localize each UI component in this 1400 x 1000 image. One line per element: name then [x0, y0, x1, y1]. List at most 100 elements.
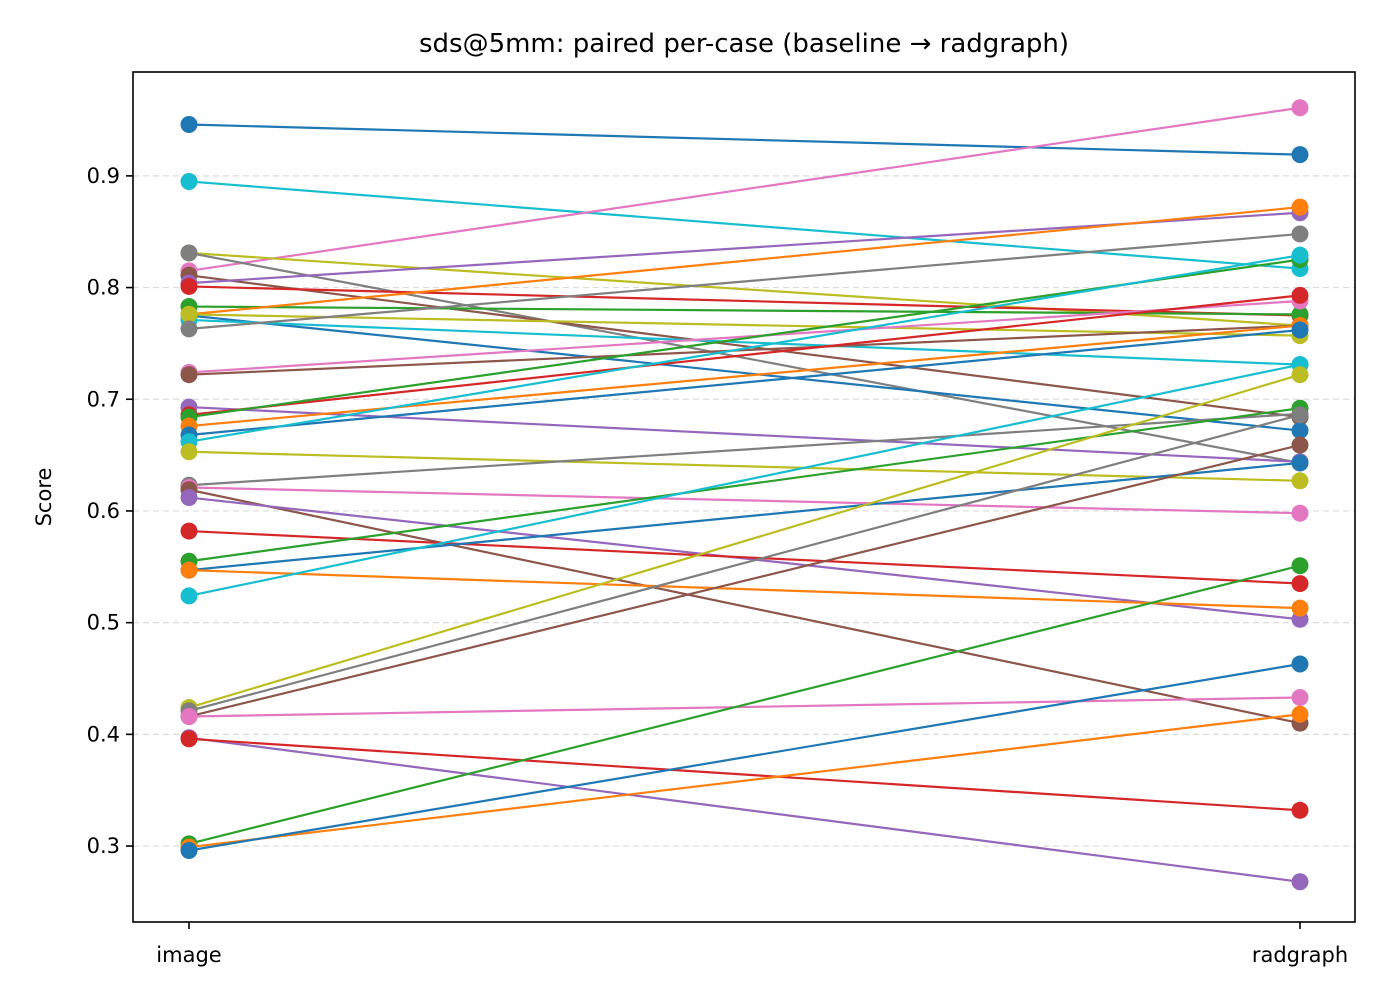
series-point-image	[180, 305, 198, 323]
series-line	[188, 461, 1301, 572]
series-case	[180, 99, 1309, 280]
series-case	[180, 454, 1309, 579]
x-tick-label: image	[156, 943, 221, 967]
series-line	[188, 696, 1301, 718]
series-point-radgraph	[1291, 557, 1309, 575]
series-line	[188, 412, 1301, 487]
series-case	[180, 225, 1309, 338]
series-point-radgraph	[1291, 366, 1309, 384]
series-line	[188, 206, 1301, 316]
series-point-image	[180, 587, 198, 605]
plot-frame	[132, 71, 1356, 923]
series-line	[188, 529, 1301, 585]
series-case	[180, 443, 1309, 490]
series-point-radgraph	[1291, 705, 1309, 723]
series-point-image	[180, 172, 198, 190]
series-point-radgraph	[1291, 225, 1309, 243]
series-line	[188, 254, 1301, 443]
y-tick-label: 0.6	[87, 499, 120, 523]
series-line	[188, 450, 1301, 482]
series-case	[180, 198, 1309, 323]
series-point-radgraph	[1291, 575, 1309, 593]
series-line	[188, 299, 1301, 374]
series-point-image	[180, 320, 198, 338]
series-case	[180, 729, 1309, 891]
series-point-image	[180, 522, 198, 540]
series-point-image	[180, 489, 198, 507]
grid-layer	[133, 175, 1355, 847]
chart-title: sds@5mm: paired per-case (baseline → rad…	[419, 29, 1069, 59]
series-line	[188, 363, 1301, 597]
series-line	[188, 106, 1301, 272]
series-line	[188, 736, 1301, 883]
series-line	[188, 324, 1301, 376]
series-line	[188, 373, 1301, 709]
series-line	[188, 564, 1301, 845]
series-line	[188, 123, 1301, 156]
series-line	[188, 405, 1301, 463]
y-tick-label: 0.8	[87, 276, 120, 300]
series-line	[188, 294, 1301, 416]
series-point-image	[180, 244, 198, 262]
series-point-radgraph	[1291, 472, 1309, 490]
series-line	[188, 251, 1301, 465]
series-case	[180, 730, 1309, 819]
series-point-radgraph	[1291, 801, 1309, 819]
series-line	[188, 232, 1301, 330]
series-line	[188, 324, 1301, 428]
series-line	[188, 496, 1301, 621]
y-axis-label: Score	[32, 468, 56, 527]
series-line	[188, 713, 1301, 849]
series-point-radgraph	[1291, 286, 1309, 304]
series-point-radgraph	[1291, 655, 1309, 673]
series-case	[180, 655, 1309, 860]
series-case	[180, 244, 1309, 335]
y-tick-label: 0.9	[87, 164, 120, 188]
series-line	[188, 486, 1301, 515]
series-case	[180, 561, 1309, 617]
series-layer	[180, 99, 1309, 891]
series-point-radgraph	[1291, 99, 1309, 117]
series-point-radgraph	[1291, 688, 1309, 706]
series-case	[180, 115, 1309, 164]
series-line	[188, 328, 1301, 437]
series-case	[180, 688, 1309, 725]
series-line	[188, 285, 1301, 317]
series-case	[180, 311, 1309, 374]
series-point-radgraph	[1291, 321, 1309, 339]
series-line	[188, 318, 1301, 366]
series-line	[188, 313, 1301, 337]
series-point-image	[180, 115, 198, 133]
series-point-radgraph	[1291, 454, 1309, 472]
series-point-image	[180, 707, 198, 725]
series-point-radgraph	[1291, 599, 1309, 617]
series-line	[188, 314, 1301, 432]
x-tick-label: radgraph	[1252, 943, 1348, 967]
series-point-image	[180, 366, 198, 384]
series-case	[180, 398, 1309, 471]
series-line	[188, 662, 1301, 852]
series-case	[180, 522, 1309, 593]
series-line	[188, 569, 1301, 610]
series-point-image	[180, 443, 198, 461]
series-line	[188, 413, 1301, 712]
series-line	[188, 443, 1301, 718]
series-point-radgraph	[1291, 198, 1309, 216]
series-point-radgraph	[1291, 436, 1309, 454]
series-line	[188, 180, 1301, 270]
series-case	[180, 705, 1309, 856]
series-point-image	[180, 842, 198, 860]
series-point-image	[180, 730, 198, 748]
series-point-radgraph	[1291, 504, 1309, 522]
series-case	[180, 317, 1309, 435]
series-point-radgraph	[1291, 246, 1309, 264]
axis-layer: 0.3 0.4 0.5 0.6 0.7 0.8 0.9 image radgraph	[87, 164, 1349, 967]
series-point-image	[180, 561, 198, 579]
series-point-radgraph	[1291, 422, 1309, 440]
series-point-image	[180, 277, 198, 295]
y-tick-label: 0.7	[87, 387, 120, 411]
series-point-radgraph	[1291, 146, 1309, 164]
series-case	[180, 366, 1309, 717]
